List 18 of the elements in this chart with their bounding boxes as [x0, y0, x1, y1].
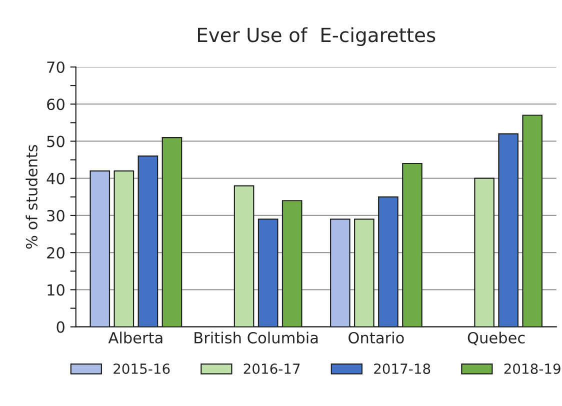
legend-label: 2017-18	[374, 363, 430, 374]
legend-label: 2016-17	[244, 363, 300, 374]
y-tick-label: 60	[47, 98, 64, 110]
y-axis-title: % of students	[26, 144, 38, 249]
y-tick-label: 10	[48, 284, 64, 296]
x-tick-label: Alberta	[108, 332, 162, 344]
y-tick-label: 40	[46, 172, 64, 184]
x-tick-label: British Columbia	[194, 332, 318, 344]
y-tick-label: 30	[47, 210, 64, 222]
y-tick-label: 70	[47, 61, 64, 74]
legend-label: 2018-19	[504, 363, 560, 374]
y-tick-label: 20	[47, 247, 64, 259]
y-tick-label: 0	[56, 321, 64, 333]
y-tick-label: 50	[47, 136, 64, 148]
legend-label: 2015-16	[114, 363, 170, 374]
x-tick-label: Ontario	[348, 332, 404, 344]
chart-title: Ever Use of E-cigarettes	[198, 27, 436, 46]
x-tick-label: Quebec	[468, 332, 525, 346]
